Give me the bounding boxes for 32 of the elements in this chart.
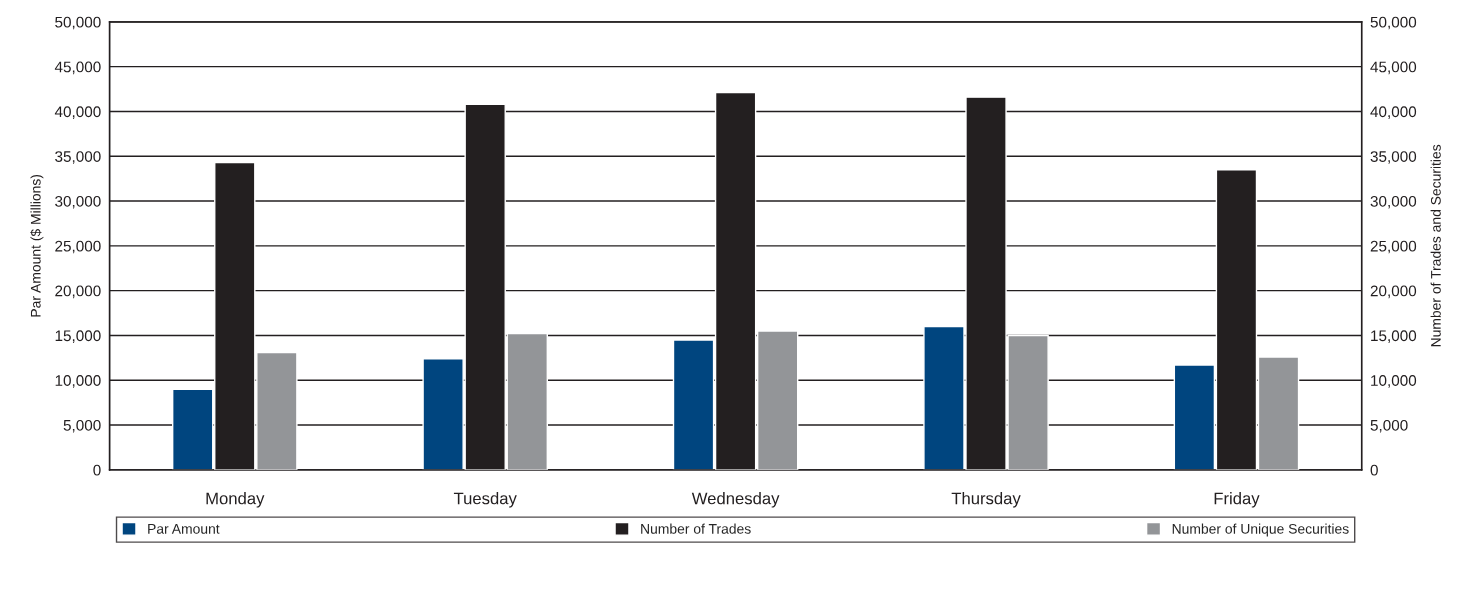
y-tick-label: 35,000 xyxy=(55,151,101,164)
x-tick-label: Monday xyxy=(206,492,265,508)
x-tick-label: Wednesday xyxy=(691,492,780,508)
y2-tick-label: 10,000 xyxy=(1371,375,1417,388)
x-tick-label: Tuesday xyxy=(453,492,517,508)
y2-tick-label: 50,000 xyxy=(1370,16,1417,30)
y-axis-title: Par Amount ($ Millions) xyxy=(30,174,44,317)
y2-tick-label: 25,000 xyxy=(1370,240,1417,254)
y-tick-label: 40,000 xyxy=(54,106,101,119)
y2-tick-label: 20,000 xyxy=(1370,285,1417,299)
y2-tick-label: 5,000 xyxy=(1370,419,1408,433)
y2-tick-label: 15,000 xyxy=(1371,330,1417,343)
y-tick-label: 20,000 xyxy=(55,285,101,299)
y-tick-label: 45,000 xyxy=(54,61,101,75)
y2-tick-label: 0 xyxy=(1370,464,1378,476)
y2-tick-label: 40,000 xyxy=(1370,106,1417,119)
y-tick-label: 10,000 xyxy=(55,375,101,388)
y-tick-label: 0 xyxy=(93,464,101,476)
legend-label: Par Amount xyxy=(148,524,220,534)
y-tick-label: 50,000 xyxy=(55,16,101,30)
x-tick-label: Thursday xyxy=(951,492,1021,508)
y-tick-label: 25,000 xyxy=(55,240,101,254)
x-tick-label: Friday xyxy=(1214,492,1260,508)
y-tick-label: 30,000 xyxy=(55,195,101,209)
y2-tick-label: 45,000 xyxy=(1370,61,1417,75)
y-tick-label: 15,000 xyxy=(55,330,101,343)
y-tick-label: 5,000 xyxy=(63,419,101,433)
y2-tick-label: 35,000 xyxy=(1370,151,1417,164)
legend-label: Number of Unique Securities xyxy=(1172,523,1349,537)
y2-tick-label: 30,000 xyxy=(1370,195,1417,209)
y2-axis-title: Number of Trades and Securities xyxy=(1430,144,1441,347)
legend-label: Number of Trades xyxy=(641,523,751,534)
